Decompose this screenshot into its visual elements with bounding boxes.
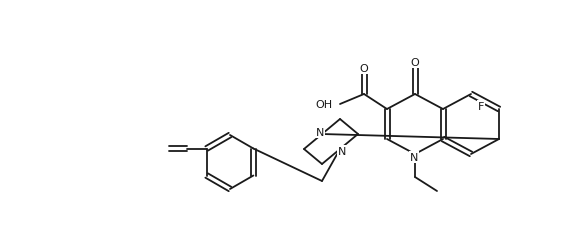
Text: F: F [478, 101, 484, 112]
Text: OH: OH [315, 99, 332, 110]
Text: N: N [410, 152, 418, 162]
Text: O: O [410, 58, 420, 68]
Text: N: N [316, 127, 324, 137]
Text: N: N [338, 146, 346, 156]
Text: O: O [360, 64, 369, 74]
